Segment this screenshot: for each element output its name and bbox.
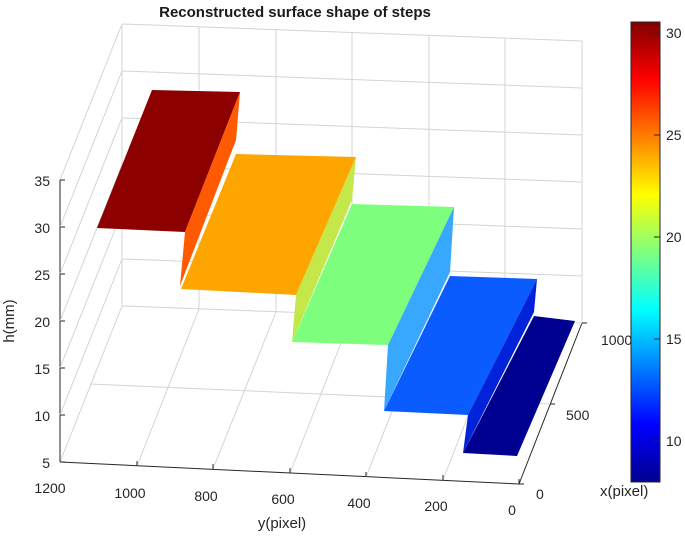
step-3-top <box>292 204 454 345</box>
x-tick-label: 1000 <box>601 332 632 348</box>
step-5-top <box>463 316 575 456</box>
z-axis-label: h(mm) <box>1 299 18 342</box>
z-tick-label: 15 <box>34 361 50 377</box>
step-4-top <box>384 276 537 415</box>
y-tick-label: 600 <box>271 491 295 507</box>
surface <box>97 90 575 456</box>
z-tick-labels: 35 30 25 20 15 10 5 <box>34 173 50 471</box>
z-tick-label: 10 <box>34 408 50 424</box>
y-ticks <box>59 457 520 484</box>
colorbar-tick-label: 20 <box>666 229 682 245</box>
z-tick-label: 25 <box>34 267 50 283</box>
step-3-riser <box>384 207 454 411</box>
y-tick-label: 400 <box>347 495 371 511</box>
y-tick-label: 1200 <box>34 480 65 496</box>
z-tick-label: 20 <box>34 314 50 330</box>
y-tick-labels: 1200 1000 800 600 400 200 0 <box>34 480 516 518</box>
colorbar: 30 25 20 15 10 <box>630 21 682 483</box>
z-tick-label: 35 <box>34 173 50 189</box>
z-ticks <box>60 179 65 463</box>
step-2-riser <box>292 157 356 342</box>
colorbar-tick-label: 10 <box>666 433 682 449</box>
step-4-riser <box>463 279 537 453</box>
step-2-top <box>181 154 356 295</box>
x-tick-label: 0 <box>536 486 544 502</box>
x-tick-label: 500 <box>566 407 590 423</box>
y-tick-label: 200 <box>424 498 448 514</box>
colorbar-gradient <box>630 21 661 483</box>
y-tick-label: 1000 <box>114 485 145 501</box>
step-1-top <box>97 90 240 232</box>
colorbar-tick-label: 30 <box>666 25 682 41</box>
colorbar-tick-label: 15 <box>666 331 682 347</box>
y-axis-label: y(pixel) <box>258 515 306 532</box>
x-ticks <box>519 322 587 485</box>
y-tick-label: 0 <box>508 502 516 518</box>
z-tick-label: 30 <box>34 220 50 236</box>
step-1-riser <box>180 92 240 286</box>
x-axis-label: x(pixel) <box>600 483 648 500</box>
colorbar-tick-label: 25 <box>666 127 682 143</box>
colorbar-ticks <box>654 32 660 442</box>
chart-title: Reconstructed surface shape of steps <box>159 4 431 21</box>
y-tick-label: 800 <box>194 488 218 504</box>
z-tick-label: 5 <box>42 455 50 471</box>
x-tick-labels: 0 500 1000 <box>536 332 632 502</box>
